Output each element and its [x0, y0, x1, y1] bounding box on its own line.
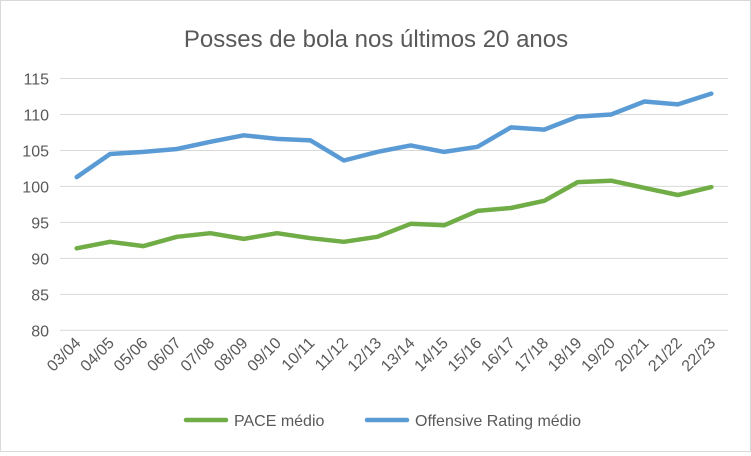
legend-label: PACE médio	[234, 413, 325, 430]
y-tick-label: 100	[22, 179, 49, 196]
x-tick-label: 09/10	[245, 335, 285, 375]
y-tick-label: 105	[22, 143, 49, 160]
x-tick-label: 12/13	[345, 335, 385, 375]
y-tick-label: 110	[23, 107, 49, 124]
x-tick-label: 04/05	[78, 335, 118, 375]
x-tick-label: 06/07	[144, 335, 184, 375]
legend-label: Offensive Rating médio	[415, 413, 581, 430]
x-tick-label: 14/15	[412, 335, 452, 375]
y-tick-label: 95	[31, 215, 49, 232]
x-tick-label: 07/08	[178, 335, 218, 375]
x-tick-label: 18/19	[545, 335, 585, 375]
x-tick-label: 08/09	[211, 335, 251, 375]
x-tick-label: 10/11	[279, 335, 319, 375]
x-tick-label: 03/04	[44, 335, 84, 375]
y-tick-label: 85	[31, 287, 49, 304]
x-tick-label: 21/22	[645, 335, 685, 375]
x-tick-label: 11/12	[312, 335, 352, 375]
y-tick-label: 80	[31, 323, 49, 340]
x-tick-label: 15/16	[445, 335, 485, 375]
x-tick-label: 13/14	[378, 335, 418, 375]
series-line	[77, 94, 712, 178]
x-tick-label: 20/21	[612, 335, 652, 375]
x-tick-label: 22/23	[679, 335, 719, 375]
x-tick-label: 19/20	[579, 335, 619, 375]
y-tick-label: 115	[23, 72, 49, 89]
series-line	[77, 181, 712, 249]
chart-title: Posses de bola nos últimos 20 anos	[184, 26, 568, 53]
x-tick-label: 05/06	[111, 335, 151, 375]
y-tick-label: 90	[31, 251, 49, 268]
x-tick-label: 16/17	[478, 335, 518, 375]
x-tick-label: 17/18	[512, 335, 552, 375]
